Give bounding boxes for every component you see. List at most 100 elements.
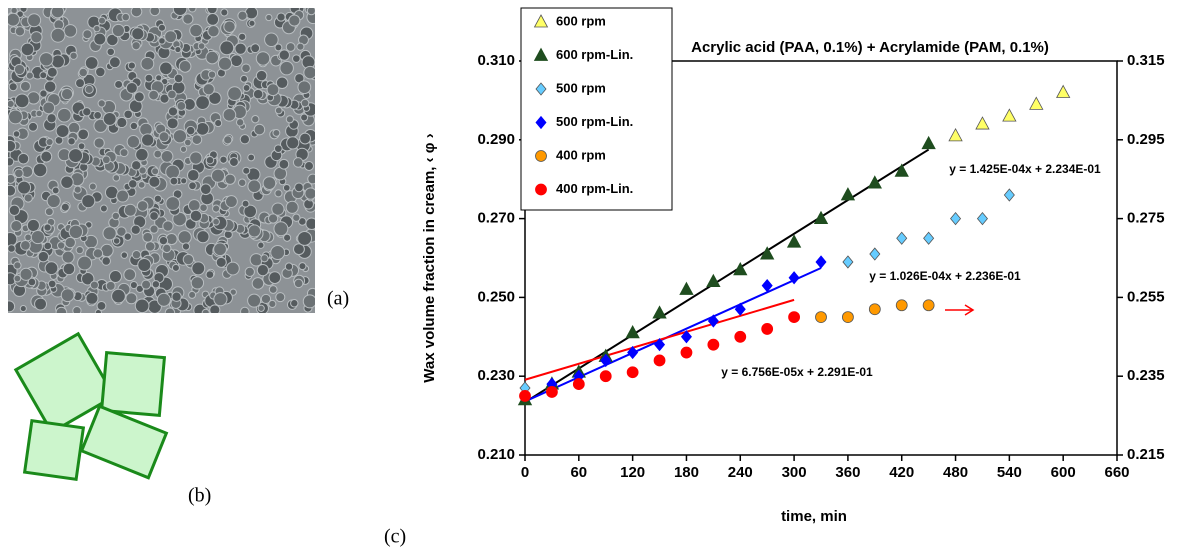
x-tick-label: 600 xyxy=(1051,464,1076,481)
droplet xyxy=(282,183,291,192)
droplet xyxy=(77,255,93,271)
x-tick-label: 180 xyxy=(674,464,699,481)
droplet xyxy=(272,128,281,137)
droplet xyxy=(169,176,179,186)
droplet xyxy=(247,179,262,194)
droplet xyxy=(171,263,180,272)
droplet xyxy=(186,168,200,182)
droplet xyxy=(307,173,315,185)
droplet xyxy=(68,148,84,164)
point xyxy=(975,116,990,130)
droplet xyxy=(111,288,126,304)
point xyxy=(842,255,854,269)
droplet xyxy=(267,213,279,224)
droplet xyxy=(135,147,149,162)
droplet xyxy=(61,250,75,264)
droplet xyxy=(60,88,74,101)
legend-label: 600 rpm xyxy=(556,13,606,28)
droplet xyxy=(304,187,315,200)
droplet xyxy=(8,109,23,125)
droplet xyxy=(195,122,210,136)
droplet xyxy=(219,155,228,164)
droplet xyxy=(27,13,42,28)
droplet xyxy=(273,144,283,153)
point xyxy=(707,338,720,351)
droplet xyxy=(173,73,184,84)
droplet xyxy=(177,230,192,245)
point xyxy=(600,353,612,368)
droplet xyxy=(298,262,307,271)
point xyxy=(572,378,585,390)
particle xyxy=(99,350,167,418)
droplet xyxy=(260,254,269,263)
droplet xyxy=(197,42,206,50)
droplet xyxy=(255,51,271,66)
droplet xyxy=(219,40,235,56)
droplet xyxy=(96,300,107,311)
droplet xyxy=(253,123,266,136)
droplet xyxy=(20,240,31,251)
droplet xyxy=(30,230,45,245)
droplet xyxy=(274,106,283,115)
droplet xyxy=(8,204,21,216)
y2-tick-label: 0.275 xyxy=(1127,210,1165,227)
panel-label: (a) xyxy=(327,288,349,310)
droplet xyxy=(275,76,289,90)
droplet xyxy=(266,83,280,97)
x-tick-label: 240 xyxy=(728,464,753,481)
droplet xyxy=(30,31,43,44)
legend-label: 400 rpm xyxy=(556,147,606,162)
droplet xyxy=(288,14,301,27)
droplet xyxy=(101,256,111,266)
droplet xyxy=(17,180,32,195)
point xyxy=(922,299,935,312)
legend-label: 600 rpm-Lin. xyxy=(556,47,633,62)
point xyxy=(679,281,694,295)
point xyxy=(868,303,881,316)
point xyxy=(894,163,909,177)
droplet xyxy=(247,293,262,308)
droplet xyxy=(205,270,215,279)
droplet xyxy=(50,27,66,43)
droplet xyxy=(116,226,127,237)
droplet xyxy=(37,250,50,263)
droplet xyxy=(220,8,229,17)
droplet xyxy=(304,161,315,171)
droplet xyxy=(95,66,106,78)
droplet xyxy=(44,207,54,217)
droplet xyxy=(93,32,107,46)
point xyxy=(948,128,963,142)
x-tick-label: 420 xyxy=(889,464,914,481)
droplet xyxy=(306,8,315,16)
droplet xyxy=(212,204,221,213)
droplet xyxy=(129,121,139,131)
droplet xyxy=(180,177,188,185)
point xyxy=(546,386,558,398)
droplet xyxy=(172,129,188,144)
point xyxy=(706,273,721,288)
panel-label: (c) xyxy=(384,526,406,548)
droplet xyxy=(238,32,247,41)
droplet xyxy=(77,142,86,151)
droplet xyxy=(99,204,108,213)
droplet xyxy=(19,267,33,281)
droplet xyxy=(40,150,53,163)
droplet xyxy=(303,65,315,80)
droplet xyxy=(225,261,240,276)
point xyxy=(680,346,693,359)
droplet xyxy=(8,184,17,197)
droplet xyxy=(85,291,99,305)
droplet xyxy=(176,101,187,111)
point xyxy=(625,325,640,339)
droplet xyxy=(112,174,121,182)
point xyxy=(788,311,800,324)
droplet xyxy=(128,179,138,189)
droplet xyxy=(55,124,70,139)
droplet xyxy=(19,305,27,313)
droplet xyxy=(274,189,283,198)
droplet xyxy=(183,138,192,147)
droplet xyxy=(251,115,260,124)
droplet xyxy=(50,8,65,19)
droplet xyxy=(60,288,75,303)
droplet xyxy=(174,45,182,54)
